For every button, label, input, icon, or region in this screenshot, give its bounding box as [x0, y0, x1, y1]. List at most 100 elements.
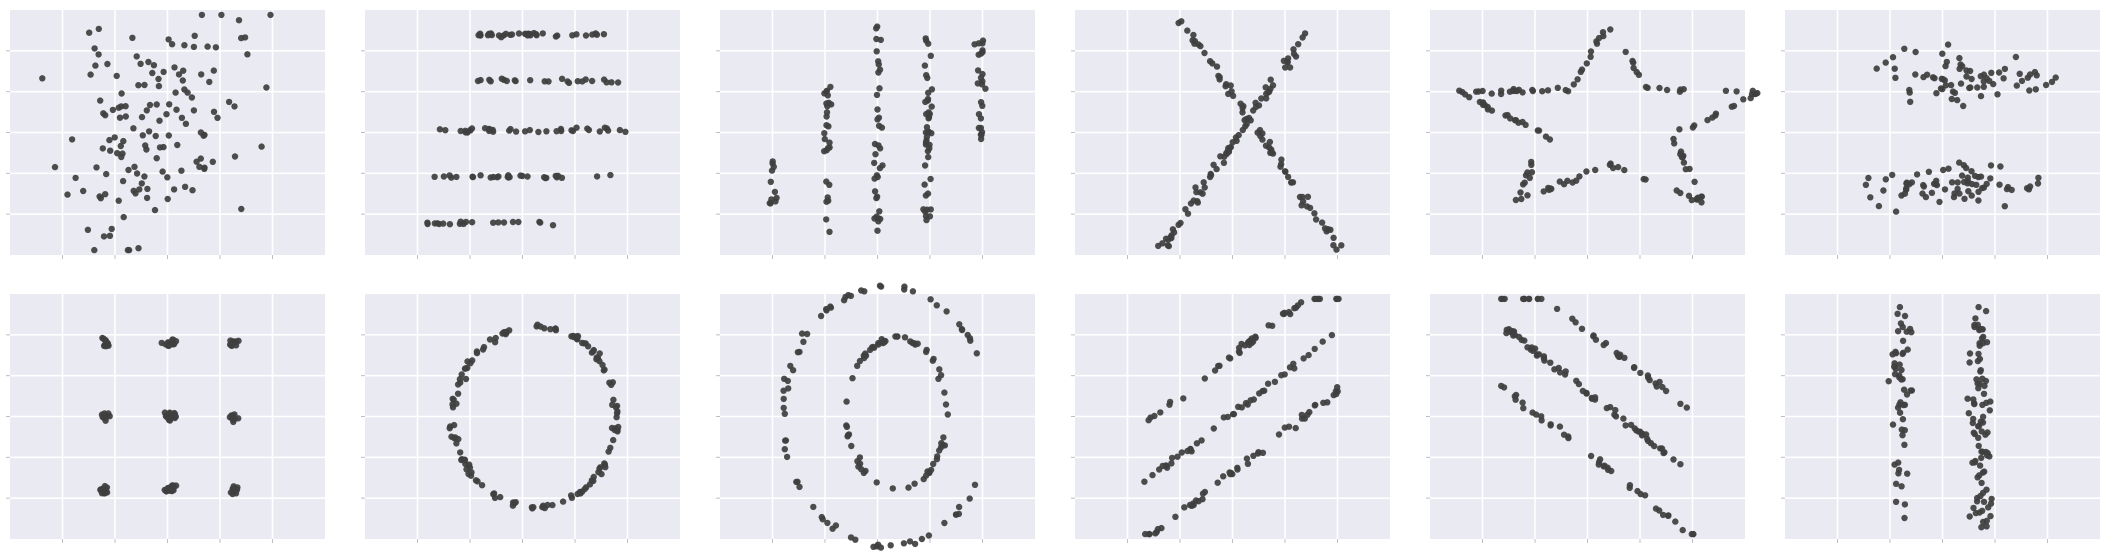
data-point — [1939, 50, 1946, 57]
data-point — [204, 43, 211, 50]
data-point — [1184, 210, 1192, 217]
data-point — [821, 130, 828, 137]
data-point — [495, 219, 502, 226]
scatter-panel-2 — [361, 10, 680, 259]
data-point — [1534, 295, 1542, 303]
data-point — [1963, 73, 1970, 80]
data-point — [1693, 195, 1701, 202]
data-point — [1592, 166, 1599, 174]
data-point — [181, 42, 188, 49]
data-point — [1284, 173, 1292, 181]
data-point — [135, 82, 142, 89]
data-point — [1922, 193, 1930, 201]
data-point — [1621, 354, 1628, 361]
data-point — [105, 342, 112, 349]
data-point — [956, 321, 963, 328]
data-point — [114, 150, 121, 157]
data-point — [1974, 357, 1982, 365]
data-point — [1612, 413, 1620, 420]
data-point — [610, 436, 617, 444]
data-point — [583, 484, 590, 491]
data-point — [1281, 424, 1289, 431]
data-point — [1247, 117, 1254, 124]
data-point — [166, 101, 173, 108]
data-point — [927, 52, 934, 59]
data-point — [235, 415, 242, 422]
data-point — [463, 466, 470, 473]
data-point — [1698, 199, 1705, 206]
data-point — [1164, 242, 1172, 249]
data-point — [877, 36, 884, 44]
data-point — [1498, 295, 1505, 303]
data-point — [131, 163, 138, 170]
data-point — [225, 98, 233, 106]
data-point — [1174, 453, 1181, 460]
data-point — [1960, 102, 1967, 110]
data-point — [1519, 399, 1526, 406]
data-point — [921, 62, 929, 69]
data-point — [1985, 504, 1992, 511]
data-point — [1983, 523, 1990, 530]
data-point — [138, 180, 145, 187]
data-point — [467, 472, 475, 479]
data-point — [1210, 161, 1217, 168]
data-point — [107, 147, 114, 154]
data-point — [1982, 307, 1990, 315]
data-point — [927, 175, 934, 183]
data-point — [1698, 193, 1706, 200]
data-point — [1292, 424, 1299, 432]
data-point — [1542, 133, 1550, 140]
data-point — [768, 167, 776, 174]
data-point — [1198, 437, 1205, 444]
data-point — [1242, 399, 1250, 407]
data-point — [1971, 321, 1978, 329]
data-point — [1965, 188, 1972, 195]
data-point — [2034, 180, 2042, 187]
data-point — [592, 30, 599, 37]
data-point — [119, 150, 126, 157]
data-point — [97, 195, 105, 202]
data-point — [1954, 96, 1961, 104]
data-point — [1242, 123, 1249, 130]
data-point — [944, 411, 951, 418]
data-point — [1987, 162, 1995, 169]
data-point — [135, 245, 142, 252]
data-point — [1503, 329, 1510, 337]
data-point — [1159, 240, 1166, 247]
data-point — [1603, 404, 1611, 412]
data-point — [1296, 193, 1304, 201]
data-point — [1252, 103, 1260, 111]
data-point — [906, 538, 914, 545]
data-point — [161, 486, 168, 494]
data-point — [512, 77, 519, 85]
data-point — [457, 449, 464, 456]
data-point — [1180, 395, 1187, 402]
data-point — [2013, 82, 2021, 89]
data-point — [1524, 192, 1531, 199]
data-point — [100, 335, 107, 342]
data-point — [497, 493, 504, 501]
data-point — [1193, 440, 1201, 447]
data-point — [979, 102, 986, 110]
data-point — [1940, 166, 1947, 174]
data-point — [941, 519, 948, 527]
data-point — [873, 25, 880, 32]
data-point — [1168, 460, 1175, 467]
data-point — [434, 220, 441, 227]
data-point — [569, 127, 577, 135]
data-point — [1683, 404, 1691, 411]
data-point — [2003, 185, 2011, 193]
data-point — [457, 127, 464, 135]
data-point — [1945, 165, 1952, 172]
data-point — [1570, 81, 1578, 88]
data-point — [873, 172, 881, 179]
data-point — [165, 132, 172, 139]
data-point — [1328, 331, 1336, 339]
data-point — [803, 330, 811, 338]
data-point — [921, 162, 929, 169]
data-point — [103, 170, 110, 178]
data-point — [1680, 159, 1688, 166]
data-point — [874, 106, 881, 113]
data-point — [1630, 364, 1638, 371]
data-point — [1525, 295, 1533, 303]
